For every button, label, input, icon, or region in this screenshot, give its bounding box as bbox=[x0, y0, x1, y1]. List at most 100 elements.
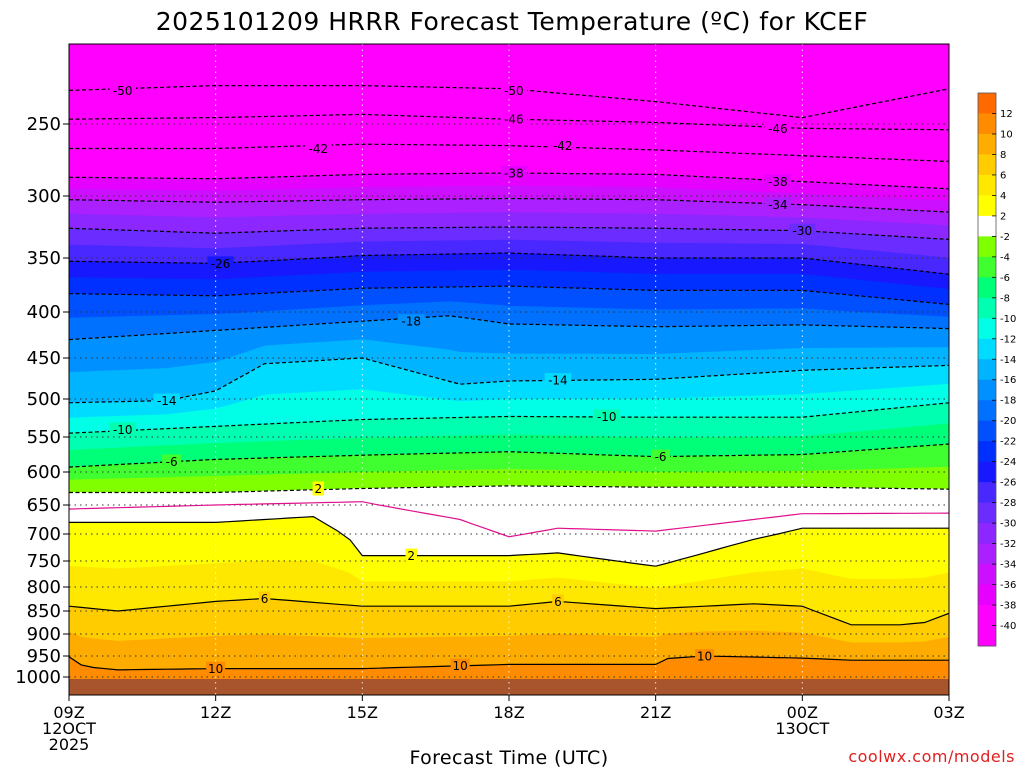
isotherm-label: -38 bbox=[768, 175, 788, 189]
colorbar-swatch bbox=[978, 482, 996, 504]
isotherm--30 bbox=[69, 226, 949, 240]
isotherm-label: -46 bbox=[768, 122, 788, 136]
colorbar-swatch bbox=[978, 359, 996, 381]
isotherm-label-bg bbox=[397, 314, 425, 329]
colorbar-label: -40 bbox=[1000, 621, 1016, 632]
isotherm-label: 10 bbox=[697, 650, 712, 664]
colorbar-label: -22 bbox=[1000, 437, 1016, 448]
colorbar-swatch bbox=[978, 523, 996, 545]
isotherm--18 bbox=[69, 315, 949, 341]
isotherm--22 bbox=[69, 285, 949, 305]
colorbar-label: -26 bbox=[1000, 478, 1016, 489]
isotherm-2 bbox=[69, 515, 949, 567]
isotherm-label-bg bbox=[450, 658, 470, 673]
colorbar-swatch bbox=[978, 277, 996, 299]
y-tick-label: 500 bbox=[27, 389, 61, 410]
colorbar-label: -32 bbox=[1000, 539, 1016, 550]
isotherm-label-bg bbox=[500, 83, 528, 98]
isotherm-label: -26 bbox=[211, 257, 231, 271]
isotherm-label-bg bbox=[500, 165, 528, 180]
colorbar-label: -24 bbox=[1000, 457, 1016, 468]
colorbar-swatch bbox=[978, 133, 996, 155]
isotherm--34 bbox=[69, 197, 949, 213]
isotherm-label-bg bbox=[207, 256, 234, 271]
isotherm-label: -50 bbox=[113, 84, 133, 98]
y-tick-label: 750 bbox=[27, 551, 61, 572]
x-tick-label: 21Z bbox=[640, 703, 671, 722]
colorbar-label: -28 bbox=[1000, 498, 1016, 509]
isotherm--14 bbox=[69, 357, 949, 404]
isotherm-label: -14 bbox=[157, 394, 177, 408]
y-tick-label: 900 bbox=[27, 624, 61, 645]
colorbar-label: -38 bbox=[1000, 601, 1016, 612]
isotherm-label-bg bbox=[789, 223, 816, 238]
colorbar-label: -34 bbox=[1000, 560, 1016, 571]
isotherm-label-bg bbox=[764, 121, 792, 136]
isotherm--10 bbox=[69, 402, 949, 434]
colorbar-label: -2 bbox=[1000, 232, 1010, 243]
surface-ground bbox=[69, 679, 949, 695]
isotherm-label: 2 bbox=[407, 549, 415, 563]
colorbar-label: 4 bbox=[1000, 191, 1006, 202]
isotherm-label: -18 bbox=[401, 315, 421, 329]
colorbar-swatch bbox=[978, 195, 996, 217]
colorbar-swatch bbox=[978, 605, 996, 627]
y-tick-label: 450 bbox=[27, 348, 61, 369]
y-tick-label: 250 bbox=[27, 114, 61, 135]
colorbar-label: 2 bbox=[1000, 211, 1006, 222]
isotherm-label: -10 bbox=[113, 423, 133, 437]
isotherm--46 bbox=[69, 113, 949, 131]
colorbar-swatch bbox=[978, 625, 996, 647]
isotherm-label-bg bbox=[593, 409, 621, 424]
isotherm-label-bg bbox=[258, 591, 271, 606]
colorbar-label: -14 bbox=[1000, 355, 1016, 366]
isotherm-label: -6 bbox=[166, 455, 178, 469]
colorbar-swatch bbox=[978, 174, 996, 196]
y-tick-label: 1000 bbox=[15, 667, 61, 688]
colorbar-swatch bbox=[978, 564, 996, 586]
colorbar-swatch bbox=[978, 113, 996, 135]
colorbar-swatch bbox=[978, 502, 996, 524]
isotherm-label-bg bbox=[764, 174, 792, 189]
colorbar-label: -36 bbox=[1000, 580, 1016, 591]
x-axis-title: Forecast Time (UTC) bbox=[409, 747, 608, 768]
x-tick-label: 03Z bbox=[933, 703, 964, 722]
colorbar-label: -20 bbox=[1000, 416, 1016, 427]
colorbar-swatch bbox=[978, 236, 996, 258]
x-tick-label: 13OCT bbox=[775, 719, 829, 738]
y-tick-label: 350 bbox=[27, 248, 61, 269]
isotherm-label: -46 bbox=[504, 113, 524, 127]
colorbar-label: -12 bbox=[1000, 334, 1016, 345]
isotherm-label-bg bbox=[109, 422, 137, 437]
y-tick-label: 850 bbox=[27, 601, 61, 622]
x-tick-label: 12Z bbox=[200, 703, 231, 722]
y-tick-label: 400 bbox=[27, 302, 61, 323]
colorbar-swatch bbox=[978, 400, 996, 422]
isotherm-label-bg bbox=[405, 548, 417, 563]
colorbar-label: 6 bbox=[1000, 170, 1006, 181]
isotherm-label: 10 bbox=[452, 659, 467, 673]
y-tick-label: 550 bbox=[27, 427, 61, 448]
isotherm-label: -10 bbox=[597, 410, 617, 424]
colorbar-swatch bbox=[978, 93, 996, 114]
colorbar-label: 8 bbox=[1000, 150, 1006, 161]
isotherm-labels: -50 -50 -46 -46 -42 -42 -38 -38 -34 -30 -26 -18 -14 -… bbox=[109, 83, 816, 676]
colorbar-label: 10 bbox=[1000, 129, 1013, 140]
y-tick-label: 700 bbox=[27, 524, 61, 545]
isotherm--38 bbox=[69, 172, 949, 190]
isotherm-label-bg bbox=[312, 481, 325, 496]
colorbar-swatch bbox=[978, 420, 996, 442]
chart-title: 2025101209 HRRR Forecast Temperature (ºC… bbox=[156, 7, 869, 36]
isotherm-label-bg bbox=[549, 138, 577, 153]
x-tick-label: 00Z bbox=[787, 703, 818, 722]
isotherm-label-bg bbox=[695, 649, 715, 663]
x-tick-label: 18Z bbox=[493, 703, 524, 722]
colorbar-label: 12 bbox=[1000, 109, 1013, 120]
isotherm-label: -30 bbox=[793, 224, 813, 238]
x-tick-label: 12OCT bbox=[42, 719, 96, 738]
y-axis: 2503003504004505005506006507007508008509… bbox=[15, 114, 69, 688]
colorbar-label: -30 bbox=[1000, 519, 1016, 530]
isotherm-label: -50 bbox=[504, 84, 524, 98]
